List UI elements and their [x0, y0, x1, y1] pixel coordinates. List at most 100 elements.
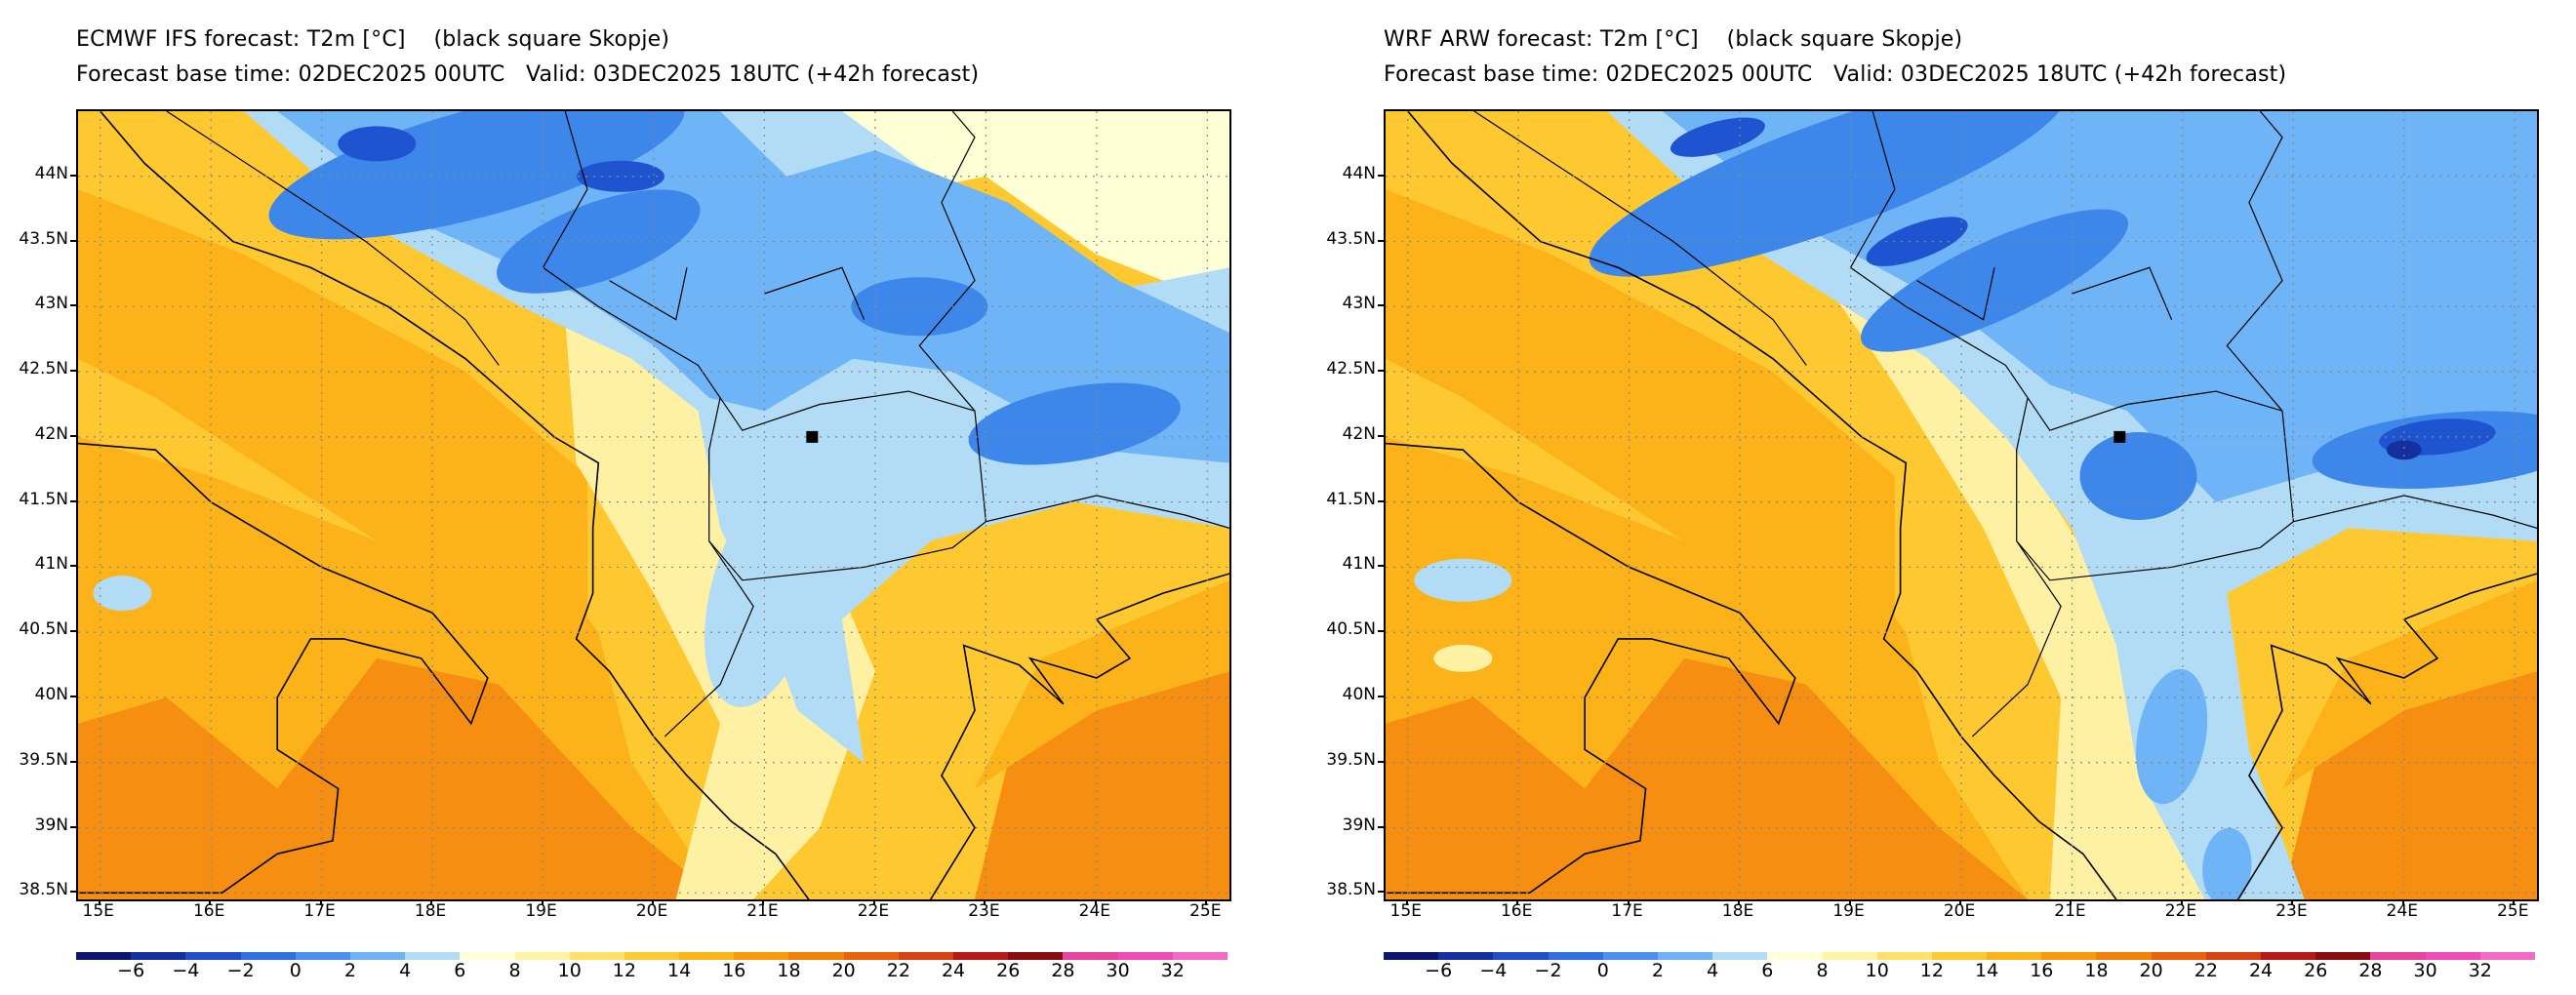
colorbar-segment: [734, 952, 789, 960]
lat-tick: [1378, 174, 1384, 177]
lat-tick-label: 44N: [1342, 163, 1376, 183]
colorbar-label: 6: [454, 960, 466, 981]
colorbar-segment: [405, 952, 461, 960]
lat-tick: [1378, 434, 1384, 437]
lon-tick-label: 23E: [968, 901, 1000, 921]
colorbar-segment: [2479, 952, 2535, 960]
panel-title: WRF ARW forecast: T2m [°C] (black square…: [1384, 27, 1963, 52]
country-border: [1473, 111, 1807, 366]
lon-tick: [1205, 899, 1208, 905]
colorbar-segment: [624, 952, 680, 960]
colorbar-label: 22: [886, 960, 910, 981]
lon-tick: [1848, 899, 1851, 905]
lat-tick: [70, 565, 76, 568]
colorbar-segment: [2315, 952, 2371, 960]
colorbar-label: 14: [1975, 960, 1999, 981]
lon-tick: [2180, 899, 2183, 905]
lat-tick: [70, 434, 76, 437]
lat-tick-label: 40N: [1342, 684, 1376, 704]
colorbar-segment: [1384, 952, 1439, 960]
lon-tick-label: 15E: [1389, 901, 1422, 921]
colorbar-label: 14: [667, 960, 692, 981]
colorbar-segment: [1987, 952, 2042, 960]
colorbar-label: 2: [1651, 960, 1664, 981]
coastline-balkan: [100, 111, 810, 899]
lon-tick: [209, 899, 212, 905]
lat-tick-label: 40.5N: [19, 619, 68, 640]
wrf-panel: WRF ARW forecast: T2m [°C] (black square…: [1308, 0, 2576, 995]
colorbar-segment: [185, 952, 241, 960]
adriatic-warm-region: [78, 189, 587, 619]
lat-tick-label: 39N: [34, 815, 68, 835]
colorbar-label: 4: [1707, 960, 1719, 981]
colorbar-segment: [1172, 952, 1228, 960]
colorbar-label: 22: [2194, 960, 2218, 981]
lat-tick-label: 43.5N: [1326, 228, 1376, 249]
lat-tick-label: 41.5N: [19, 489, 68, 509]
sea-hot-region: [78, 657, 721, 899]
lon-tick: [430, 899, 433, 905]
lon-tick-label: 19E: [525, 901, 557, 921]
lat-tick: [1378, 891, 1384, 894]
lat-tick-label: 44N: [34, 163, 68, 183]
lat-tick-label: 43.5N: [19, 228, 68, 249]
lon-tick: [2291, 899, 2294, 905]
colorbar-label: 26: [996, 960, 1021, 981]
colorbar-label: −4: [1479, 960, 1508, 981]
colorbar-segment: [514, 952, 570, 960]
colorbar-label: 6: [1761, 960, 1774, 981]
country-border: [1971, 540, 2062, 737]
colorbar-label: 0: [1596, 960, 1609, 981]
cold-core: [851, 277, 988, 337]
ecmwf-temperature-field: [78, 111, 1229, 899]
lon-tick: [1627, 899, 1630, 905]
colorbar-segment: [2425, 952, 2480, 960]
colorbar-segment: [1438, 952, 1494, 960]
lat-tick-label: 42.5N: [19, 359, 68, 379]
lon-tick-label: 23E: [2275, 901, 2308, 921]
lat-tick: [70, 630, 76, 633]
coldest-core: [1670, 117, 1765, 157]
colorbar-segment: [1063, 952, 1118, 960]
lat-tick: [70, 760, 76, 763]
lon-tick: [1959, 899, 1961, 905]
lon-tick: [2401, 899, 2404, 905]
lat-tick: [1378, 304, 1384, 307]
coldest-core: [2386, 440, 2422, 460]
inland-light-region: [1806, 254, 2238, 899]
colorbar-segment: [295, 952, 350, 960]
colorbar-label: 10: [557, 960, 582, 981]
lat-tick-label: 41.5N: [1326, 489, 1376, 509]
cool-patch: [1414, 558, 1512, 602]
colorbar-segment: [131, 952, 186, 960]
lon-tick: [1094, 899, 1097, 905]
colorbar-segment: [898, 952, 953, 960]
lat-tick: [70, 825, 76, 828]
colorbar-segment: [1931, 952, 1988, 960]
lat-tick-label: 42.5N: [1326, 359, 1376, 379]
colorbar-segment: [1602, 952, 1658, 960]
lat-tick: [1378, 760, 1384, 763]
colorbar-segment: [1822, 952, 1877, 960]
country-border: [542, 111, 976, 431]
lat-tick: [70, 891, 76, 894]
colorbar-segment: [1876, 952, 1932, 960]
lon-tick: [1405, 899, 1408, 905]
colorbar-label: 32: [1160, 960, 1185, 981]
colorbar-label: 4: [399, 960, 412, 981]
skopje-marker: [806, 430, 819, 443]
colorbar-segment: [1657, 952, 1713, 960]
aegean-warm-region: [2282, 579, 2537, 789]
country-border: [1916, 267, 1995, 321]
lon-tick-label: 21E: [2054, 901, 2086, 921]
colorbar-segment: [2041, 952, 2097, 960]
lon-tick: [98, 899, 101, 905]
lat-tick: [70, 174, 76, 177]
lon-tick: [1516, 899, 1519, 905]
colorbar-label: 30: [2413, 960, 2437, 981]
country-border: [664, 540, 754, 737]
lat-tick: [1378, 565, 1384, 568]
cold-core: [1589, 111, 2068, 277]
country-border: [2072, 266, 2173, 320]
ecmwf-panel: ECMWF IFS forecast: T2m [°C] (black squa…: [0, 0, 1268, 995]
